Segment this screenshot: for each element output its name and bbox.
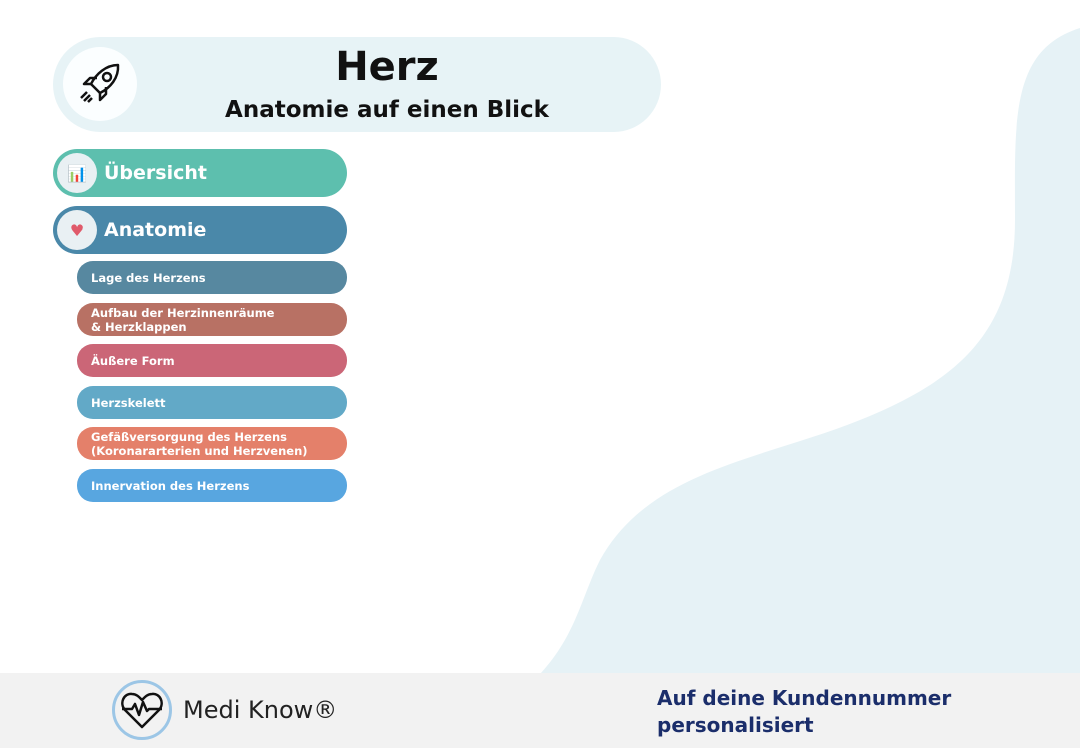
page-header: Herz Anatomie auf einen Blick	[53, 37, 661, 132]
page-subtitle: Anatomie auf einen Blick	[225, 97, 549, 123]
subnav-label: Lage des Herzens	[91, 270, 206, 285]
subnav-label: Innervation des Herzens	[91, 478, 250, 493]
nav-item-uebersicht[interactable]: 📊 Übersicht	[53, 149, 347, 197]
subnav-gefaessversorgung[interactable]: Gefäßversorgung des Herzens (Koronararte…	[77, 427, 347, 460]
page-title: Herz	[335, 44, 439, 90]
personalization-note: Auf deine Kundennummer personalisiert	[657, 686, 952, 737]
subnav-aeussere-form[interactable]: Äußere Form	[77, 344, 347, 377]
presentation-icon: 📊	[57, 153, 97, 193]
nav-item-anatomie[interactable]: ♥ Anatomie	[53, 206, 347, 254]
rocket-icon	[63, 47, 137, 121]
subnav-label: Gefäßversorgung des Herzens (Koronararte…	[91, 429, 308, 458]
nav-label: Übersicht	[104, 162, 207, 184]
nav-label: Anatomie	[104, 219, 207, 241]
heart-organ-icon: ♥	[57, 210, 97, 250]
subnav-lage[interactable]: Lage des Herzens	[77, 261, 347, 294]
subnav-label: Herzskelett	[91, 395, 166, 410]
brand-name: Medi Know®	[183, 696, 338, 724]
footer	[0, 673, 1080, 748]
subnav-innervation[interactable]: Innervation des Herzens	[77, 469, 347, 502]
subnav-label: Äußere Form	[91, 353, 175, 368]
subnav-aufbau[interactable]: Aufbau der Herzinnenräume & Herzklappen	[77, 303, 347, 336]
heartbeat-logo-icon	[112, 680, 172, 740]
subnav-herzskelett[interactable]: Herzskelett	[77, 386, 347, 419]
subnav-label: Aufbau der Herzinnenräume & Herzklappen	[91, 305, 275, 334]
